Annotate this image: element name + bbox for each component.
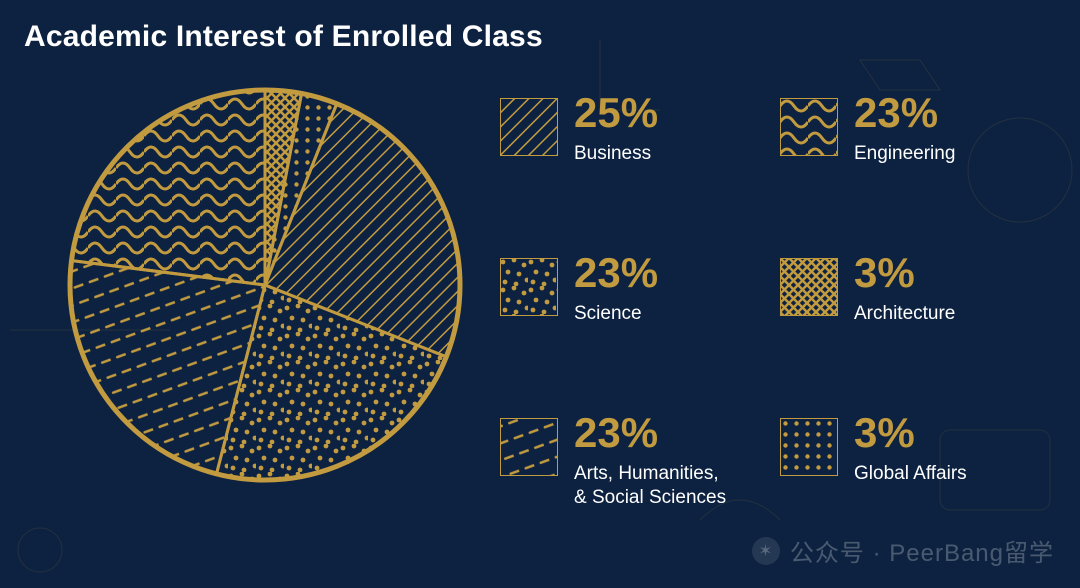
pie-chart (60, 80, 470, 490)
legend-item-engineering: 23% Engineering (780, 92, 1040, 242)
legend-label: Arts, Humanities, & Social Sciences (574, 462, 726, 510)
legend-value: 23% (574, 412, 726, 454)
legend-value: 3% (854, 412, 967, 454)
legend-label: Science (574, 302, 658, 326)
legend-label: Architecture (854, 302, 955, 326)
legend-value: 25% (574, 92, 658, 134)
legend-item-business: 25% Business (500, 92, 760, 242)
legend-swatch-architecture (780, 258, 838, 316)
infographic-canvas: Academic Interest of Enrolled Class 25% B… (0, 0, 1080, 588)
legend: 25% Business 23% Engineering 23% Science 3% Arc… (500, 92, 1060, 562)
legend-value: 3% (854, 252, 955, 294)
legend-label: Engineering (854, 142, 955, 166)
legend-swatch-science (500, 258, 558, 316)
legend-swatch-engineering (780, 98, 838, 156)
legend-label: Global Affairs (854, 462, 967, 486)
legend-value: 23% (574, 252, 658, 294)
legend-item-architecture: 3% Architecture (780, 252, 1040, 402)
pie-slice-engineering (72, 90, 265, 285)
watermark: ✶ 公众号 · PeerBang留学 (752, 533, 1054, 568)
legend-item-science: 23% Science (500, 252, 760, 402)
legend-value: 23% (854, 92, 955, 134)
watermark-icon: ✶ (752, 537, 780, 565)
watermark-text: 公众号 · PeerBang留学 (790, 533, 1054, 568)
legend-swatch-global (780, 418, 838, 476)
legend-swatch-business (500, 98, 558, 156)
legend-label: Business (574, 142, 658, 166)
legend-item-arts: 23% Arts, Humanities, & Social Sciences (500, 412, 760, 562)
legend-swatch-arts (500, 418, 558, 476)
chart-title: Academic Interest of Enrolled Class (24, 20, 543, 54)
